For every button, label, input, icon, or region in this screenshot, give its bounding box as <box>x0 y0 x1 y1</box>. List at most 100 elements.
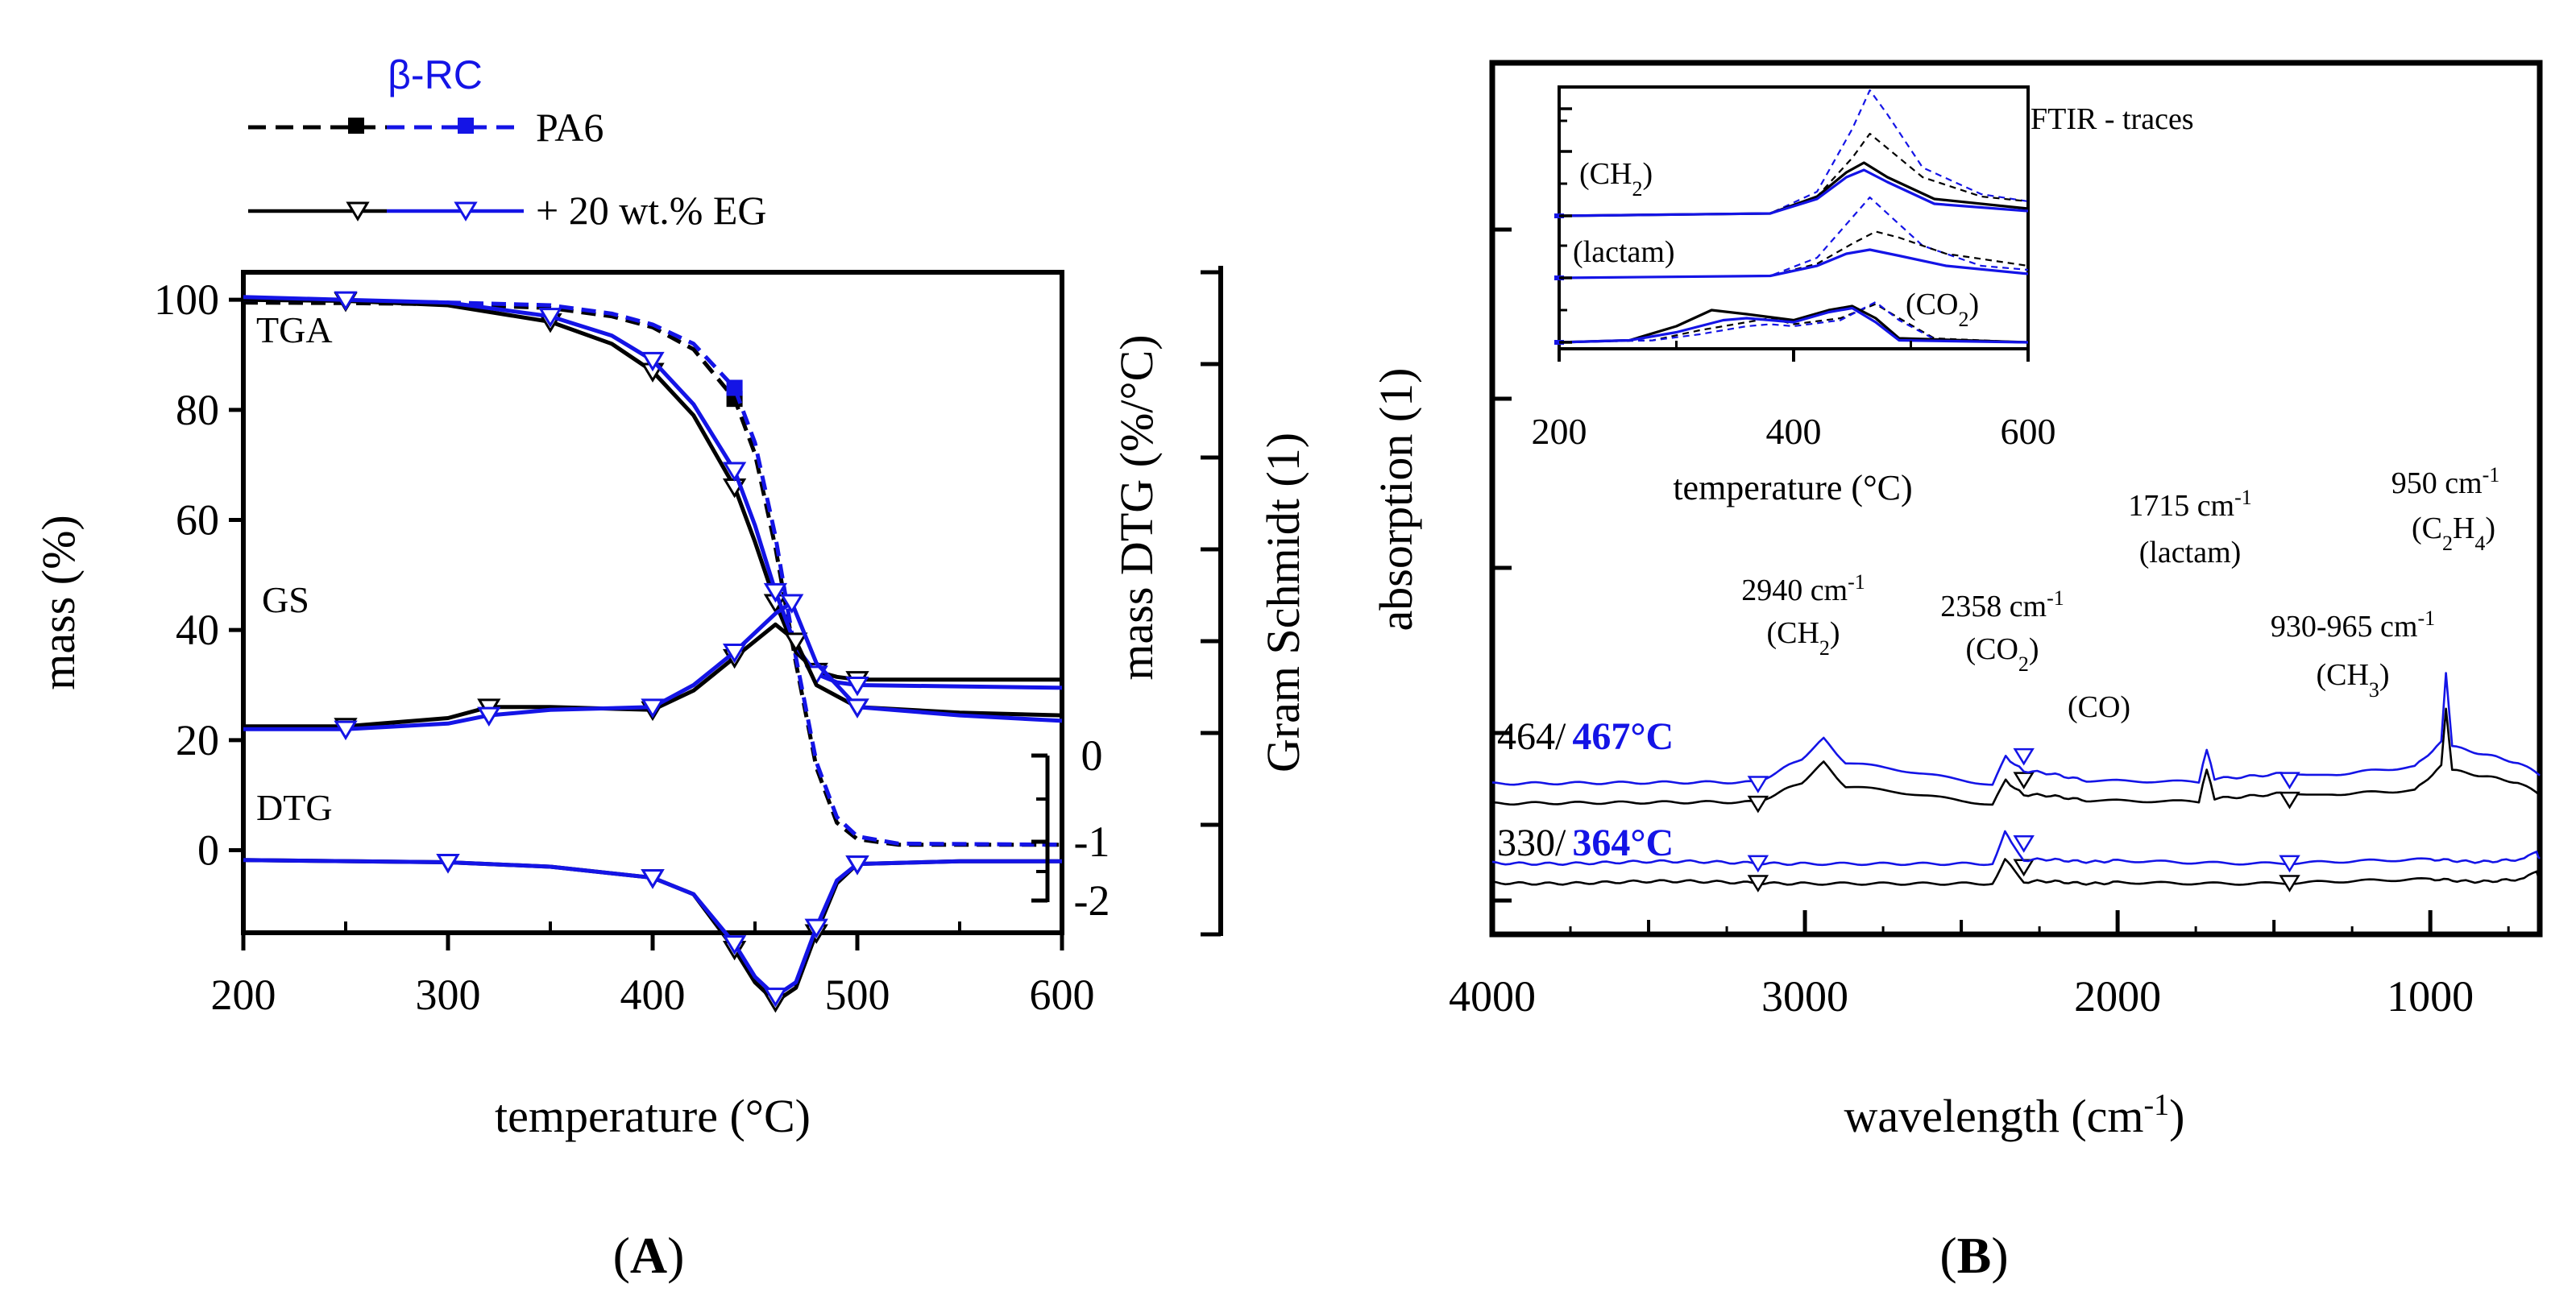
inset-label-lactam: (lactam) <box>1573 235 1675 269</box>
inset-trace-0 <box>1558 89 2029 217</box>
y-tick-label: 40 <box>176 606 219 654</box>
x-tick-label: 4000 <box>1449 972 1536 1021</box>
y-axis-label-absorption: absorption (1) <box>1370 368 1422 632</box>
inset-trace-9 <box>1558 304 2029 344</box>
spectrum-marker <box>2013 772 2035 789</box>
data-marker-triangle <box>804 918 828 939</box>
legend-entry-pa6: PA6 <box>248 105 604 150</box>
x-tick-label: 3000 <box>1761 972 1848 1021</box>
svg-text:930-965 cm-1: 930-965 cm-1 <box>2271 607 2435 644</box>
x-tick-label: 400 <box>620 971 686 1019</box>
y-tick-label: 20 <box>176 716 219 764</box>
svg-text:(CH2): (CH2) <box>1766 616 1840 660</box>
inset-x-tick-label: 200 <box>1532 411 1587 452</box>
x-tick-label: 600 <box>1030 971 1095 1019</box>
inset-trace-8 <box>1558 300 2029 344</box>
peak-annotation-1715: 1715 cm-1 (lactam) <box>2128 486 2252 570</box>
spectrum-label-330: 330/364°C <box>1497 822 1674 864</box>
inset-trace-7 <box>1558 303 2029 344</box>
data-marker-triangle <box>334 720 358 741</box>
inset-trace-4 <box>1558 196 2029 280</box>
x-tick-label: 200 <box>211 971 276 1019</box>
peak-annotation-2940: 2940 cm-1 (CH2) <box>1741 570 1865 660</box>
svg-text:950 cm-1: 950 cm-1 <box>2391 463 2500 501</box>
gs-axis <box>1201 270 1221 937</box>
x-tick-label: 2000 <box>2074 972 2161 1021</box>
svg-text:(CH3): (CH3) <box>2316 658 2389 702</box>
spectrum-3 <box>1491 830 2541 867</box>
spectrum-marker <box>1747 776 1769 793</box>
inset-plot-area <box>1554 89 2029 345</box>
peak-annotation-950: 950 cm-1 (C2H4) <box>2391 463 2500 555</box>
spectrum-marker <box>1747 875 1769 892</box>
data-marker-triangle <box>722 644 747 664</box>
legend-square-marker <box>458 118 474 134</box>
curve-label-tga: TGA <box>256 309 333 350</box>
data-marker-triangle <box>334 291 358 312</box>
spectrum-marker <box>2013 747 2035 766</box>
y-axis-b <box>1492 227 1512 903</box>
inset-x-axis: 200 400 600 <box>1532 341 2056 452</box>
panel-a: β-RC PA6 + 20 wt.% EG 200 300 400 500 600 02… <box>32 52 1309 1284</box>
y-tick-label: 60 <box>176 496 219 545</box>
spectrum-label-464: 464/467°C <box>1497 715 1674 758</box>
spectrum-marker <box>2013 835 2035 853</box>
data-marker-triangle <box>780 594 804 614</box>
spectrum-1 <box>1491 672 2541 786</box>
x-tick-label: 500 <box>825 971 890 1019</box>
data-marker-triangle <box>763 582 788 603</box>
x-axis-label-a: temperature (°C) <box>495 1090 811 1142</box>
data-marker-triangle <box>641 698 665 718</box>
inset-x-axis-label: temperature (°C) <box>1673 468 1912 507</box>
data-marker-triangle <box>722 462 747 482</box>
spectrum-2 <box>1491 858 2541 886</box>
data-marker-triangle <box>538 308 562 328</box>
spectrum-marker <box>1747 855 1769 873</box>
y-tick-label: 100 <box>154 275 219 324</box>
inset-trace-10 <box>1558 306 2029 344</box>
inset-frame <box>1558 85 2030 350</box>
inset-trace-3 <box>1558 168 2029 217</box>
legend-label-pa6: PA6 <box>536 105 604 150</box>
data-marker-triangle <box>722 935 747 955</box>
caption-b: (B) <box>1939 1227 2008 1284</box>
plot-area-b <box>1491 672 2541 892</box>
legend-header: β-RC <box>388 52 483 97</box>
y-tick-label: 0 <box>197 826 219 875</box>
svg-text:2358 cm-1: 2358 cm-1 <box>1940 586 2064 624</box>
legend-square-marker <box>348 118 364 134</box>
svg-text:(C2H4): (C2H4) <box>2412 511 2495 555</box>
dtg-tick-label: 0 <box>1081 731 1103 780</box>
dtg-tick-label: -1 <box>1074 818 1110 866</box>
y-tick-label: 80 <box>176 386 219 434</box>
plot-area-a <box>243 291 1063 1013</box>
spectrum-marker <box>2279 855 2300 873</box>
dtg-tick-label: -2 <box>1074 876 1110 925</box>
svg-text:(lactam): (lactam) <box>2139 536 2242 569</box>
y-axis-label-mass: mass (%) <box>32 515 85 689</box>
data-marker-triangle <box>784 632 808 652</box>
series-tga-0 <box>243 300 1062 847</box>
inset-x-tick-label: 400 <box>1766 411 1822 452</box>
svg-text:(CO2): (CO2) <box>1965 632 2039 676</box>
x-tick-label: 300 <box>416 971 481 1019</box>
spectrum-marker <box>2279 875 2300 892</box>
caption-a: (A) <box>613 1227 685 1284</box>
spectrum-marker <box>2279 772 2300 789</box>
data-marker-triangle <box>436 854 460 874</box>
inset-x-tick-label: 600 <box>2001 411 2056 452</box>
x-axis-label-b: wavelength (cm-1) <box>1844 1088 2185 1142</box>
data-marker-triangle <box>477 706 501 727</box>
spectrum-0 <box>1491 707 2541 806</box>
y-axis-left-a: 0 20 40 60 80 100 <box>154 275 243 875</box>
peak-annotation-co: (CO) <box>2068 690 2130 724</box>
data-marker-square <box>726 379 743 396</box>
data-marker-triangle <box>641 869 665 889</box>
dtg-axis: 0 -1 -2 <box>1031 731 1110 925</box>
plot-frame-b <box>1489 60 2543 938</box>
data-marker-triangle <box>845 698 869 718</box>
data-marker-triangle <box>763 988 788 1008</box>
spectrum-marker <box>2013 859 2035 877</box>
inset-title: FTIR - traces <box>2031 102 2194 136</box>
